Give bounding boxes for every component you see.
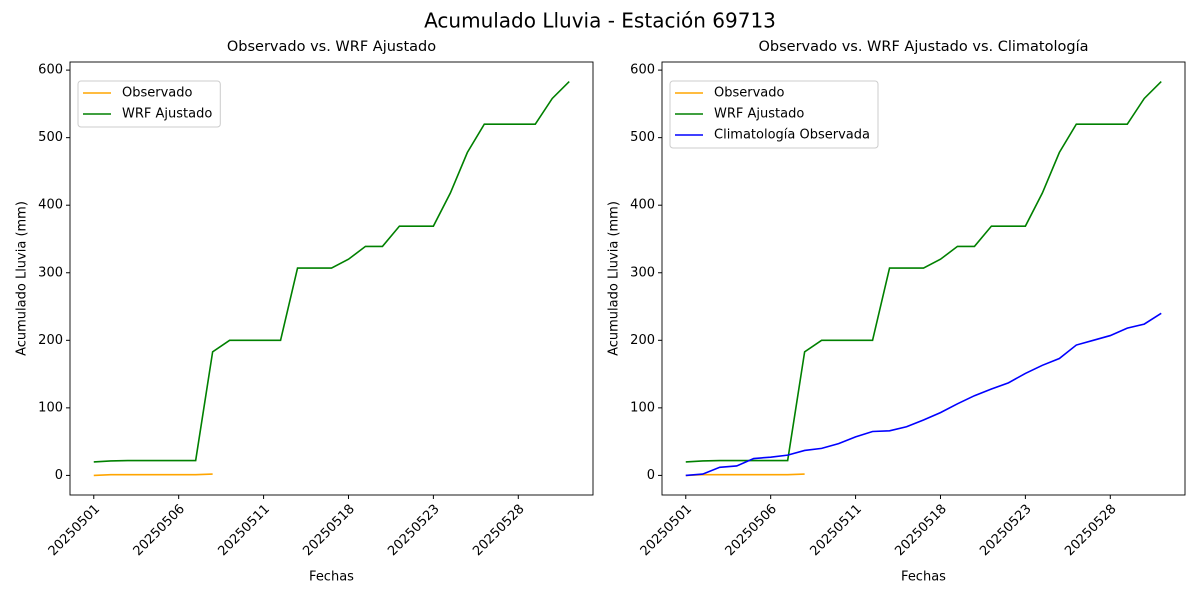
y-tick-label: 400 — [38, 198, 63, 213]
y-tick-label: 0 — [647, 468, 655, 483]
legend-frame — [669, 80, 879, 149]
x-axis-label: Fechas — [901, 570, 946, 585]
y-tick-label: 600 — [630, 63, 655, 78]
series-line — [93, 81, 570, 463]
y-tick-label: 400 — [630, 198, 655, 213]
legend-label: WRF Ajustado — [714, 107, 804, 122]
y-tick-label: 200 — [630, 333, 655, 348]
y-axis-label: Acumulado Lluvia (mm) — [15, 201, 30, 356]
y-tick-label: 500 — [38, 130, 63, 145]
y-tick-label: 300 — [38, 265, 63, 280]
chart-title: Observado vs. WRF Ajustado vs. Climatolo… — [759, 39, 1089, 55]
legend-label: Observado — [122, 86, 193, 101]
legend-frame — [77, 80, 221, 128]
y-tick-label: 500 — [630, 130, 655, 145]
y-tick-label: 100 — [38, 400, 63, 415]
y-tick-label: 0 — [55, 468, 63, 483]
y-tick-label: 100 — [630, 400, 655, 415]
x-axis-label: Fechas — [309, 570, 354, 585]
axes-frame — [69, 61, 594, 496]
y-axis-label: Acumulado Lluvia (mm) — [607, 201, 622, 356]
y-tick-label: 600 — [38, 63, 63, 78]
series-line — [685, 473, 805, 477]
y-tick-label: 300 — [630, 265, 655, 280]
legend-label: WRF Ajustado — [122, 107, 212, 122]
series-line — [93, 473, 213, 477]
figure-title: Acumulado Lluvia - Estación 69713 — [424, 9, 776, 33]
legend: Observado WRF Ajustado Climatología Observ… — [669, 80, 879, 149]
legend-label: Observado — [714, 86, 785, 101]
chart-title: Observado vs. WRF Ajustado — [227, 39, 436, 55]
legend: Observado WRF Ajustado — [77, 80, 221, 128]
series-line — [685, 312, 1162, 477]
y-tick-label: 200 — [38, 333, 63, 348]
axes-frame — [661, 61, 1186, 496]
series-line — [685, 81, 1162, 463]
legend-label: Climatología Observada — [714, 128, 870, 143]
